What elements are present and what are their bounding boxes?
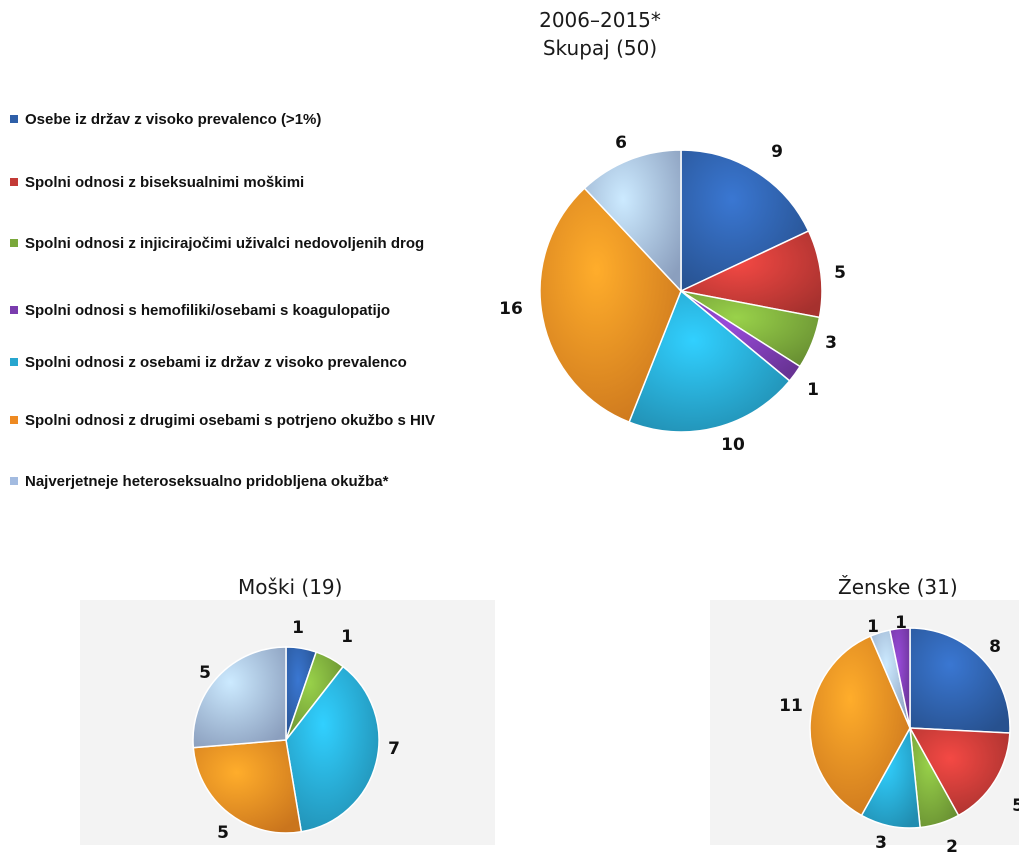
- chart-title-period: 2006–2015*: [539, 8, 661, 32]
- pie-chart-moski: 1 1 7 5 5: [192, 618, 400, 843]
- legend-swatch: [10, 306, 18, 314]
- legend-label: Spolni odnosi z osebami iz držav z visok…: [25, 354, 407, 371]
- legend-swatch: [10, 477, 18, 485]
- data-label-skupaj-spolni-odnosi-z-biseksualnimi-moskimi: 5: [834, 263, 846, 283]
- data-label-moski-spolni-odnosi-z-injicirajocimi-uzivalci-: 1: [341, 627, 353, 647]
- data-label-zenske-spolni-odnosi-z-drugimi-osebami-s-potrje: 11: [779, 696, 803, 716]
- legend-label: Najverjetneje heteroseksualno pridobljen…: [25, 473, 389, 490]
- data-label-skupaj-spolni-odnosi-z-drugimi-osebami-s-potrje: 16: [499, 299, 523, 319]
- data-label-skupaj-spolni-odnosi-z-injicirajocimi-uzivalci-: 3: [825, 333, 837, 353]
- legend-label: Spolni odnosi z injicirajočimi uživalci …: [25, 235, 425, 252]
- data-label-skupaj-najverjetneje-heteroseksualno-pridobljen: 6: [615, 133, 627, 153]
- pie-slice-moski-najverjetneje-heteroseksualno-pridobljen: [192, 646, 287, 749]
- data-label-zenske-osebe-iz-drzav-z-visoko-prevalenco-1: 8: [989, 637, 1001, 657]
- pie-slice-zenske-spolni-odnosi-s-hemofiliki-osebami-s-koa: [888, 627, 911, 729]
- legend-item-drug-users: Spolni odnosi z injicirajočimi uživalci …: [10, 234, 505, 253]
- chart-title-moski: Moški (19): [238, 575, 343, 599]
- legend-item-partners-high-prevalence: Spolni odnosi z osebami iz držav z visok…: [10, 353, 520, 372]
- legend-item-heterosexual: Najverjetneje heteroseksualno pridobljen…: [10, 472, 520, 491]
- legend-swatch: [10, 358, 18, 366]
- data-label-moski-spolni-odnosi-z-drugimi-osebami-s-potrje: 5: [217, 823, 229, 843]
- legend-item-bisexual-men: Spolni odnosi z biseksualnimi moškimi: [10, 173, 520, 192]
- data-label-moski-osebe-iz-drzav-z-visoko-prevalenco-1: 1: [292, 618, 304, 638]
- pie-slice-zenske-spolni-odnosi-z-drugimi-osebami-s-potrje: [809, 635, 911, 817]
- data-label-moski-spolni-odnosi-z-osebami-iz-drzav-z-visok: 7: [388, 739, 400, 759]
- legend-item-hemophiliacs: Spolni odnosi s hemofiliki/osebami s koa…: [10, 301, 520, 320]
- pie-slice-skupaj-osebe-iz-drzav-z-visoko-prevalenco-1: [680, 149, 810, 293]
- legend-swatch: [10, 178, 18, 186]
- legend-swatch: [10, 239, 18, 247]
- pie-slice-moski-spolni-odnosi-z-osebami-iz-drzav-z-visok: [285, 665, 380, 833]
- pie-slice-zenske-spolni-odnosi-z-biseksualnimi-moskimi: [908, 727, 1011, 817]
- data-label-zenske-spolni-odnosi-s-hemofiliki-osebami-s-koa: 1: [895, 613, 907, 633]
- data-label-zenske-spolni-odnosi-z-biseksualnimi-moskimi: 5: [1012, 796, 1019, 816]
- chart-title-total: Skupaj (50): [542, 36, 658, 60]
- pie-slice-skupaj-spolni-odnosi-z-drugimi-osebami-s-potrje: [539, 187, 682, 424]
- data-label-skupaj-osebe-iz-drzav-z-visoko-prevalenco-1: 9: [771, 142, 783, 162]
- pie-chart-skupaj: 9 5 3 1 10 16 6: [499, 133, 846, 455]
- data-label-zenske-spolni-odnosi-z-osebami-iz-drzav-z-visok: 3: [875, 833, 887, 853]
- legend-label: Spolni odnosi z drugimi osebami s potrje…: [25, 412, 436, 429]
- pie-slice-skupaj-najverjetneje-heteroseksualno-pridobljen: [583, 149, 682, 293]
- pie-slice-skupaj-spolni-odnosi-z-biseksualnimi-moskimi: [678, 229, 823, 319]
- legend-label: Osebe iz držav z visoko prevalenco (>1%): [25, 111, 322, 128]
- data-label-skupaj-spolni-odnosi-s-hemofiliki-osebami-s-koa: 1: [807, 380, 819, 400]
- legend-item-hiv-partners: Spolni odnosi z drugimi osebami s potrje…: [10, 411, 515, 430]
- legend-label: Spolni odnosi s hemofiliki/osebami s koa…: [25, 302, 391, 319]
- pie-slice-moski-spolni-odnosi-z-drugimi-osebami-s-potrje: [192, 739, 303, 834]
- chart-title-zenske: Ženske (31): [838, 575, 958, 599]
- pie-slice-zenske-osebe-iz-drzav-z-visoko-prevalenco-1: [909, 627, 1011, 734]
- legend-item-high-prevalence-countries: Osebe iz držav z visoko prevalenco (>1%): [10, 110, 520, 129]
- pie-slice-skupaj-spolni-odnosi-z-osebami-iz-drzav-z-visok: [628, 289, 791, 433]
- data-label-skupaj-spolni-odnosi-z-osebami-iz-drzav-z-visok: 10: [721, 435, 745, 455]
- legend-swatch: [10, 416, 18, 424]
- data-label-zenske-najverjetneje-heteroseksualno-pridobljen: 1: [867, 617, 879, 637]
- data-label-moski-najverjetneje-heteroseksualno-pridobljen: 5: [199, 663, 211, 683]
- legend-swatch: [10, 115, 18, 123]
- data-label-zenske-spolni-odnosi-z-injicirajocimi-uzivalci-: 2: [946, 837, 958, 857]
- legend-label: Spolni odnosi z biseksualnimi moškimi: [25, 174, 305, 191]
